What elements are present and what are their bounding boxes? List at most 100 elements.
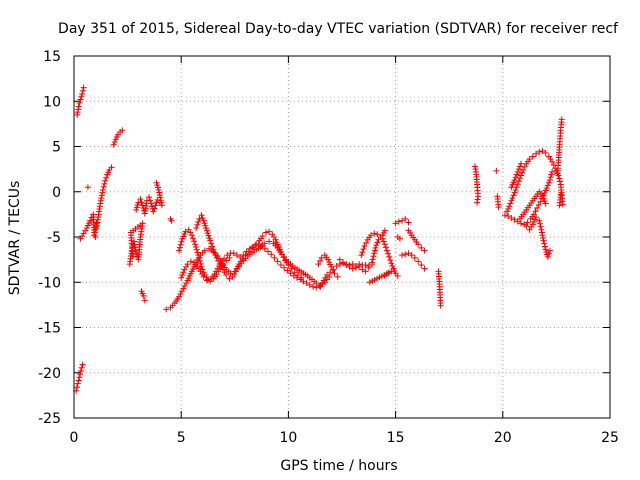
series-seg27 [435, 268, 444, 309]
data-point [191, 238, 198, 245]
data-point [77, 96, 84, 103]
data-point [119, 127, 126, 134]
data-point [193, 246, 200, 253]
data-point [197, 260, 204, 267]
data-point [78, 93, 85, 100]
data-point [252, 242, 259, 249]
data-point [540, 237, 547, 244]
data-point [518, 160, 525, 167]
data-point [515, 178, 522, 185]
data-point [239, 255, 246, 262]
data-point [226, 254, 233, 261]
data-point [395, 218, 402, 225]
data-point [533, 214, 540, 221]
data-point [242, 252, 249, 259]
data-point [98, 192, 105, 199]
x-axis-label: GPS time / hours [280, 458, 397, 474]
data-point [77, 367, 84, 374]
data-point [399, 217, 406, 224]
data-point [100, 183, 107, 190]
data-point [518, 220, 525, 227]
data-point [227, 270, 234, 277]
data-point [274, 258, 281, 265]
y-tick-label: 5 [52, 140, 61, 156]
data-point [141, 297, 148, 304]
data-point [158, 202, 165, 209]
data-point [545, 250, 552, 257]
series-seg21 [379, 227, 388, 239]
data-point [268, 251, 275, 258]
x-tick-label: 15 [387, 430, 405, 446]
data-point [76, 100, 83, 107]
data-point [177, 291, 184, 298]
data-point [505, 213, 512, 220]
data-point [523, 223, 530, 230]
data-point [352, 262, 359, 269]
data-point [285, 262, 292, 269]
series-seg22 [366, 268, 395, 286]
series-seg07 [126, 220, 146, 268]
data-point [437, 302, 444, 309]
data-point [520, 167, 527, 174]
data-point [544, 182, 551, 189]
data-point [193, 224, 200, 231]
data-point [371, 247, 378, 254]
data-point [266, 238, 273, 245]
data-point [319, 280, 326, 287]
data-point [79, 91, 86, 98]
data-point [504, 208, 511, 215]
series-seg34 [523, 214, 553, 260]
data-point [532, 208, 539, 215]
data-point [382, 244, 389, 251]
data-point [180, 285, 187, 292]
data-point [191, 259, 198, 266]
x-tick-label: 20 [494, 430, 512, 446]
data-point [540, 234, 546, 241]
data-point [92, 234, 99, 240]
data-point [508, 214, 515, 221]
data-point [208, 240, 215, 247]
data-point [147, 197, 154, 204]
data-point [87, 217, 94, 224]
data-point [183, 280, 190, 287]
data-point [340, 259, 347, 266]
data-point [514, 181, 521, 188]
data-point [371, 250, 378, 257]
data-point [415, 258, 422, 265]
data-point [245, 248, 252, 255]
data-point [511, 189, 518, 196]
data-point [380, 238, 387, 245]
data-point [99, 186, 106, 193]
data-point [75, 103, 82, 110]
x-tick-label: 0 [70, 430, 79, 446]
data-point [505, 205, 512, 212]
data-point [75, 106, 82, 113]
data-point [293, 274, 300, 281]
data-point [248, 244, 255, 251]
data-point [402, 215, 409, 222]
series-seg29 [493, 167, 502, 211]
data-point [556, 178, 563, 185]
data-point [178, 274, 185, 281]
data-point [334, 273, 341, 280]
data-point [546, 176, 553, 183]
data-point [392, 220, 399, 227]
data-point [101, 180, 108, 187]
data-point [280, 254, 287, 261]
series-seg11 [167, 215, 175, 224]
data-point [549, 158, 556, 165]
data-point [77, 371, 84, 378]
data-point [533, 150, 540, 157]
data-point [290, 272, 297, 279]
data-point [317, 257, 324, 264]
data-point [362, 262, 369, 269]
data-point [421, 265, 428, 272]
data-point [194, 249, 201, 256]
data-point [539, 148, 546, 155]
data-point [210, 246, 217, 253]
data-point [386, 253, 393, 260]
data-point [313, 284, 320, 291]
data-point [195, 252, 202, 259]
data-point [187, 258, 194, 265]
